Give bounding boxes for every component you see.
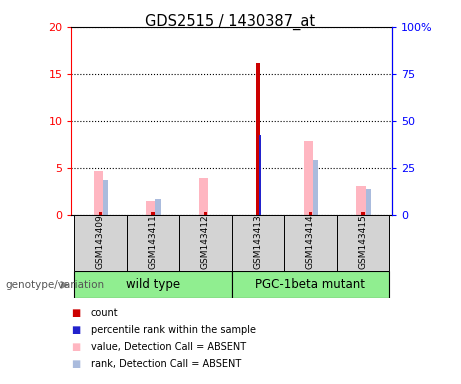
Text: PGC-1beta mutant: PGC-1beta mutant [255, 278, 366, 291]
Text: GSM143411: GSM143411 [148, 214, 157, 269]
Text: ■: ■ [71, 342, 81, 352]
Bar [204, 212, 207, 215]
Text: GSM143415: GSM143415 [359, 214, 367, 269]
Text: percentile rank within the sample: percentile rank within the sample [91, 325, 256, 335]
Text: ■: ■ [71, 359, 81, 369]
Text: GSM143413: GSM143413 [254, 214, 262, 269]
Bar [146, 201, 155, 215]
Bar [313, 161, 318, 215]
Bar [337, 215, 389, 271]
Text: GSM143412: GSM143412 [201, 214, 210, 269]
Bar [151, 212, 155, 215]
Bar [259, 135, 261, 215]
Bar [356, 186, 366, 215]
Bar [284, 215, 337, 271]
Text: GSM143414: GSM143414 [306, 214, 315, 269]
Text: wild type: wild type [126, 278, 180, 291]
Bar [231, 215, 284, 271]
Bar [99, 212, 102, 215]
Bar [155, 199, 161, 215]
Bar [94, 171, 103, 215]
Bar [127, 215, 179, 271]
Bar [304, 141, 313, 215]
Text: value, Detection Call = ABSENT: value, Detection Call = ABSENT [91, 342, 246, 352]
Bar [199, 178, 208, 215]
Text: count: count [91, 308, 118, 318]
Bar [103, 180, 108, 215]
Bar [74, 271, 231, 298]
Bar [308, 212, 312, 215]
Bar [179, 215, 231, 271]
Text: ■: ■ [71, 325, 81, 335]
Bar [74, 215, 127, 271]
Bar [256, 63, 260, 215]
Bar [361, 212, 365, 215]
Text: ■: ■ [71, 308, 81, 318]
Text: genotype/variation: genotype/variation [6, 280, 105, 290]
Bar [366, 189, 371, 215]
Text: rank, Detection Call = ABSENT: rank, Detection Call = ABSENT [91, 359, 241, 369]
Bar [231, 271, 389, 298]
Text: GDS2515 / 1430387_at: GDS2515 / 1430387_at [145, 13, 316, 30]
Text: GSM143409: GSM143409 [96, 214, 105, 269]
